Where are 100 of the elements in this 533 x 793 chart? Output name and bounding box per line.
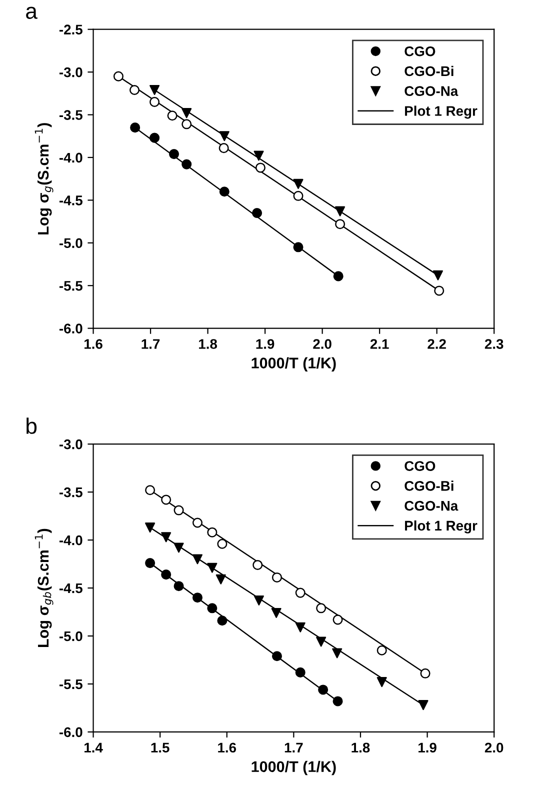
point	[335, 206, 346, 216]
text: a	[26, 6, 38, 19]
point	[167, 110, 178, 121]
x-tick-label: 1.9	[256, 339, 274, 349]
point	[129, 84, 140, 96]
y-tick-label: -5.0	[59, 238, 82, 248]
point	[254, 595, 264, 606]
y-tick-label: -4.5	[59, 583, 82, 594]
legend-label: CGO-Bi	[404, 480, 454, 491]
legend-label: CGO	[404, 46, 436, 56]
point	[293, 178, 304, 189]
x-tick-label: 2.0	[313, 339, 332, 349]
point	[333, 271, 344, 282]
point	[332, 614, 343, 625]
point	[161, 570, 172, 580]
legend-label: CGO-Bi	[404, 66, 454, 76]
x-tick-label: 2.0	[484, 742, 504, 753]
y-tick-label: -3.5	[59, 110, 82, 120]
y-tick-label: -4.5	[59, 196, 82, 206]
point	[207, 562, 218, 573]
y-tick-label: -6.0	[59, 727, 82, 738]
x-tick-label: 1.9	[418, 742, 436, 753]
point	[207, 527, 218, 538]
point	[217, 538, 228, 549]
point	[174, 581, 184, 592]
legend-label: CGO-Na	[404, 86, 458, 96]
point	[293, 242, 304, 252]
x-axis-title: 1000/T (1/K)	[252, 357, 336, 372]
point	[182, 159, 192, 170]
y-axis-title: Log σ$_{g}$(S.cm$^{−1}$)	[34, 123, 54, 234]
point	[295, 588, 306, 598]
point	[217, 616, 228, 626]
point	[318, 684, 328, 695]
point	[113, 71, 124, 82]
point	[161, 494, 172, 505]
point	[272, 651, 282, 662]
y-tick-label: -6.0	[59, 324, 82, 334]
x-tick-label: 1.7	[142, 339, 160, 349]
point	[418, 700, 428, 710]
x-tick-label: 1.4	[84, 742, 103, 752]
point	[130, 122, 140, 133]
point	[192, 554, 203, 564]
legend-label: Plot 1 Regr	[405, 520, 478, 534]
point	[376, 645, 387, 656]
point	[254, 150, 264, 161]
point	[192, 592, 203, 603]
text: b	[26, 418, 37, 434]
point	[432, 270, 443, 280]
y-tick-label: -3.5	[59, 487, 82, 498]
point	[192, 518, 203, 528]
point	[252, 208, 262, 218]
legend-label: Plot 1 Regr	[405, 106, 478, 119]
point	[182, 108, 192, 118]
y-tick-label: -5.5	[59, 679, 82, 690]
y-axis-title: Log σ$_{gb}$(S.cm$^{−1}$)	[34, 528, 54, 647]
x-tick-label: 2.1	[370, 339, 389, 349]
y-tick-label: -4.0	[59, 535, 82, 546]
x-tick-label: 2.2	[428, 339, 446, 349]
point	[434, 286, 444, 296]
x-tick-label: 1.7	[284, 742, 303, 752]
point	[218, 143, 229, 154]
x-tick-label: 1.5	[151, 742, 170, 753]
point	[150, 84, 160, 96]
point	[161, 532, 172, 542]
legend-label: CGO-Na	[404, 500, 458, 511]
point	[145, 522, 156, 533]
y-tick-label: -4.0	[59, 152, 82, 163]
point	[376, 677, 387, 688]
point	[295, 667, 306, 678]
y-tick-label: -5.0	[59, 631, 82, 642]
point	[219, 131, 230, 142]
point	[145, 558, 156, 568]
point	[216, 574, 226, 584]
x-tick-label: 1.8	[199, 339, 218, 349]
point	[168, 149, 180, 160]
legend-label: CGO	[404, 461, 436, 471]
x-tick-label: 1.8	[352, 742, 370, 753]
point	[332, 696, 343, 706]
point	[271, 608, 282, 618]
point	[293, 190, 304, 201]
point	[174, 505, 184, 516]
point	[182, 119, 192, 130]
y-tick-label: -3.0	[59, 67, 82, 78]
x-tick-label: 2.3	[484, 339, 504, 349]
point	[316, 603, 326, 614]
point	[332, 648, 342, 658]
point	[255, 162, 266, 173]
y-tick-label: -2.5	[59, 24, 82, 35]
point	[207, 603, 218, 614]
point	[219, 186, 230, 197]
point	[145, 485, 156, 496]
point	[420, 668, 430, 678]
x-axis-title: 1000/T (1/K)	[252, 760, 336, 776]
point	[335, 219, 346, 230]
y-tick-label: -3.0	[59, 439, 82, 450]
point	[150, 96, 160, 107]
point	[272, 572, 282, 582]
point	[252, 560, 263, 570]
point	[174, 542, 184, 553]
x-tick-label: 1.6	[84, 339, 102, 349]
